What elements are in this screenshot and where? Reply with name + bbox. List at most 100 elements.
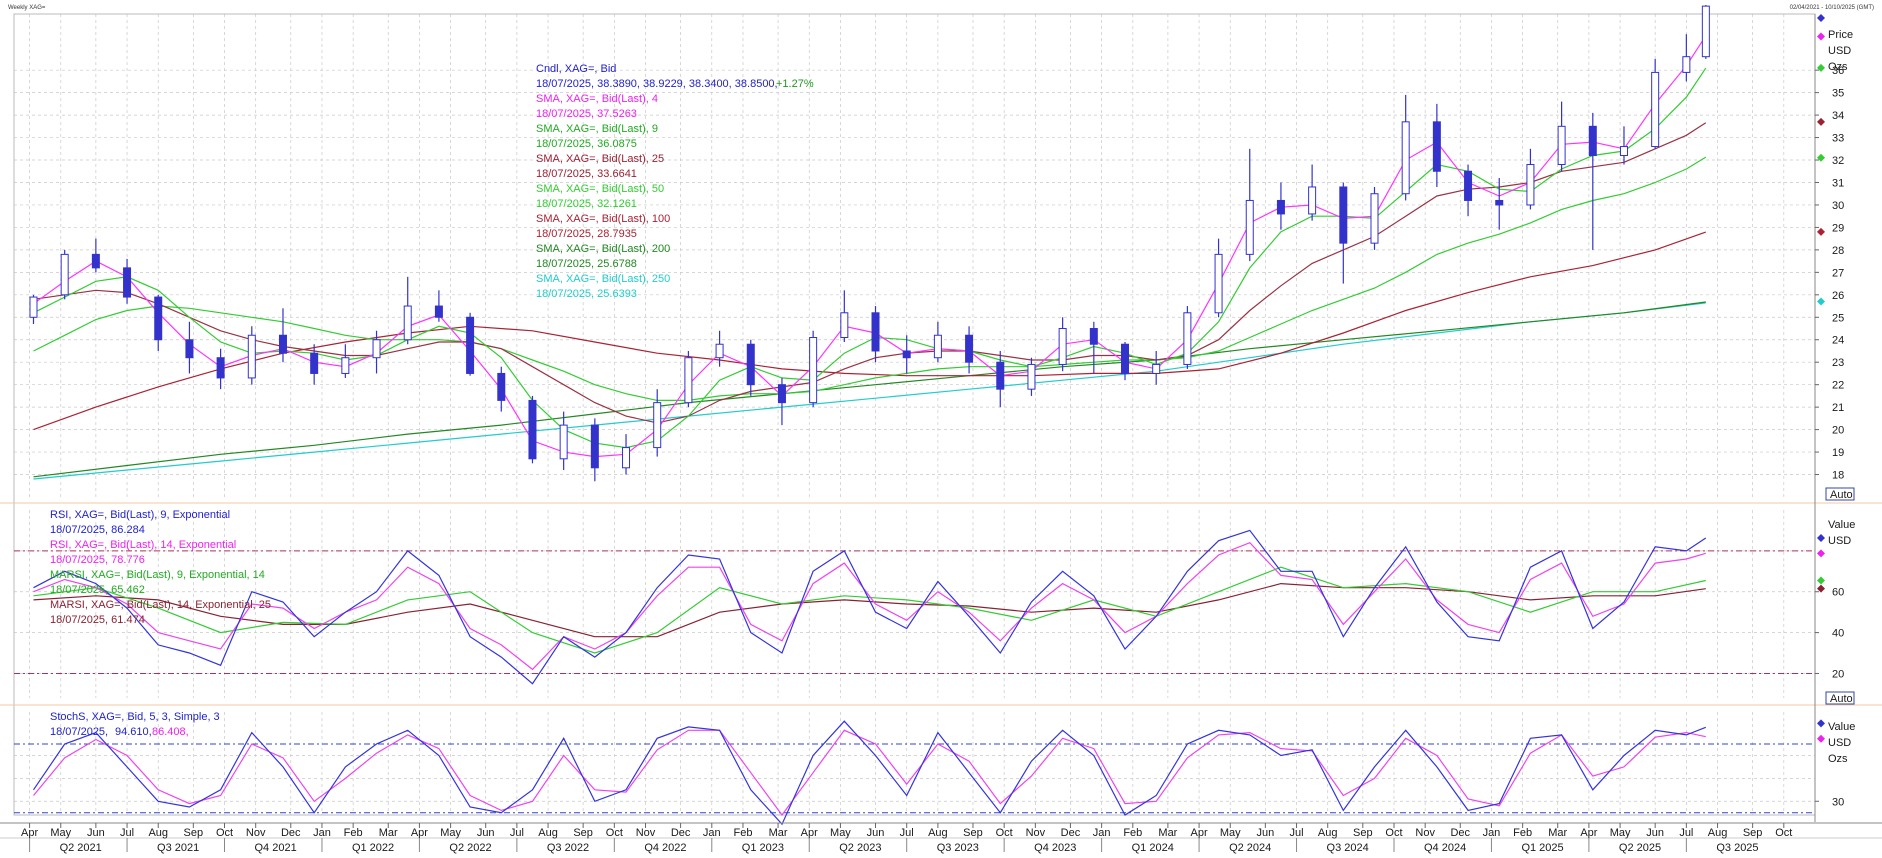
candle-body bbox=[247, 334, 256, 379]
month-label: May bbox=[1220, 827, 1241, 839]
quarter-label: Q1 2025 bbox=[1521, 842, 1563, 854]
price-tick-label: 35 bbox=[1832, 88, 1844, 100]
price-legend-name: SMA, XAG=, Bid(Last), 4 bbox=[536, 93, 658, 105]
rsi-panel[interactable] bbox=[33, 529, 1707, 685]
rsi-legend-value: 18/07/2025, 65.462 bbox=[50, 584, 145, 596]
month-label: Feb bbox=[1513, 827, 1532, 839]
candle-body bbox=[123, 267, 132, 298]
series-marker bbox=[1817, 584, 1825, 593]
candle-body bbox=[1701, 5, 1710, 58]
price-legend-value: 18/07/2025, 32.1261 bbox=[536, 198, 637, 210]
month-label: Sep bbox=[963, 827, 983, 839]
candle-body bbox=[341, 357, 350, 374]
month-label: Mar bbox=[379, 827, 398, 839]
month-label: Oct bbox=[1385, 827, 1402, 839]
price-legend-value: 18/07/2025, 25.6393 bbox=[536, 288, 637, 300]
chart-header-title: Weekly XAG= bbox=[8, 5, 46, 11]
right-label-price: Price bbox=[1828, 29, 1853, 41]
candle-body bbox=[746, 343, 755, 386]
auto-button-price[interactable] bbox=[1825, 487, 1855, 501]
stoch-tick-label: 30 bbox=[1832, 796, 1844, 808]
candle-body bbox=[528, 399, 537, 460]
rsi-legend-value: 18/07/2025, 61.474 bbox=[50, 614, 145, 626]
month-label: Jan bbox=[1093, 827, 1111, 839]
candle-body bbox=[154, 296, 163, 341]
quarter-label: Q3 2023 bbox=[937, 842, 979, 854]
candle-body bbox=[622, 447, 631, 469]
month-label: Dec bbox=[1061, 827, 1081, 839]
candle-body bbox=[809, 336, 818, 404]
legend-layer: Cndl, XAG=, Bid 18/07/2025, 38.3890, 38.9… bbox=[50, 63, 814, 738]
month-label: Apr bbox=[1580, 827, 1597, 839]
series-marker bbox=[1817, 719, 1825, 728]
month-label: Jun bbox=[1646, 827, 1664, 839]
candle-body bbox=[684, 357, 693, 404]
candle-body bbox=[902, 350, 911, 359]
month-label: Apr bbox=[411, 827, 428, 839]
price-tick-label: 24 bbox=[1832, 335, 1844, 347]
price-legend-name: SMA, XAG=, Bid(Last), 50 bbox=[536, 183, 664, 195]
price-tick-label: 36 bbox=[1832, 65, 1844, 77]
price-tick-label: 23 bbox=[1832, 357, 1844, 369]
candle-body bbox=[965, 334, 974, 363]
month-label: May bbox=[440, 827, 461, 839]
candle-body bbox=[1183, 312, 1192, 365]
month-label: Jul bbox=[510, 827, 524, 839]
month-label: Sep bbox=[184, 827, 204, 839]
candle-body bbox=[590, 424, 599, 469]
price-legend-value: 18/07/2025, 37.5263 bbox=[536, 108, 637, 120]
candle-body bbox=[60, 253, 69, 296]
price-legend-name: SMA, XAG=, Bid(Last), 100 bbox=[536, 213, 670, 225]
series-marker bbox=[1817, 734, 1825, 743]
price-panel[interactable] bbox=[29, 5, 1710, 482]
month-label: Oct bbox=[996, 827, 1013, 839]
series-marker bbox=[1817, 549, 1825, 558]
candle-body bbox=[1464, 170, 1473, 201]
candle-body bbox=[871, 312, 880, 352]
rsi-legend-name: MARSI, XAG=, Bid(Last), 14, Exponential,… bbox=[50, 599, 271, 611]
series-marker bbox=[1817, 32, 1825, 41]
stochastic-panel[interactable] bbox=[33, 720, 1707, 826]
month-label: Aug bbox=[1708, 827, 1728, 839]
candle-body bbox=[1152, 363, 1161, 374]
candle-body bbox=[1214, 253, 1223, 314]
auto-button-price-label: Auto bbox=[1830, 489, 1853, 501]
series-marker bbox=[1817, 117, 1825, 126]
candle-body bbox=[1276, 199, 1285, 215]
month-label: Feb bbox=[344, 827, 363, 839]
month-label: Mar bbox=[1548, 827, 1567, 839]
month-label: Jan bbox=[313, 827, 331, 839]
month-label: Aug bbox=[538, 827, 558, 839]
stoch-legend-k: 94.610, bbox=[115, 726, 152, 738]
month-label: Feb bbox=[733, 827, 752, 839]
stoch-legend-name: StochS, XAG=, Bid, 5, 3, Simple, 3 bbox=[50, 711, 220, 723]
quarter-label: Q3 2024 bbox=[1327, 842, 1369, 854]
month-label: Sep bbox=[1743, 827, 1763, 839]
quarter-label: Q4 2024 bbox=[1424, 842, 1466, 854]
price-tick-label: 32 bbox=[1832, 155, 1844, 167]
price-legend-name: SMA, XAG=, Bid(Last), 200 bbox=[536, 243, 670, 255]
month-label: Feb bbox=[1123, 827, 1142, 839]
sma-line bbox=[33, 302, 1706, 480]
price-tick-label: 33 bbox=[1832, 133, 1844, 145]
series-marker bbox=[1817, 14, 1825, 22]
quarter-label: Q2 2025 bbox=[1619, 842, 1661, 854]
price-tick-label: 30 bbox=[1832, 200, 1844, 212]
month-label: Jun bbox=[867, 827, 885, 839]
rsi-tick-label: 40 bbox=[1832, 628, 1844, 640]
auto-button-rsi[interactable] bbox=[1825, 691, 1855, 705]
quarter-label: Q3 2021 bbox=[157, 842, 199, 854]
candle-body bbox=[1401, 121, 1410, 195]
candle-body bbox=[1058, 328, 1067, 365]
quarter-label: Q4 2021 bbox=[255, 842, 297, 854]
month-label: Jan bbox=[703, 827, 721, 839]
right-label-stoch: Value bbox=[1828, 721, 1855, 733]
month-label: Apr bbox=[801, 827, 818, 839]
rsi-legend-value: 18/07/2025, 78.776 bbox=[50, 554, 145, 566]
month-label: Sep bbox=[1353, 827, 1373, 839]
candle-body bbox=[1370, 193, 1379, 244]
candle-body bbox=[278, 334, 287, 354]
price-tick-label: 25 bbox=[1832, 312, 1844, 324]
